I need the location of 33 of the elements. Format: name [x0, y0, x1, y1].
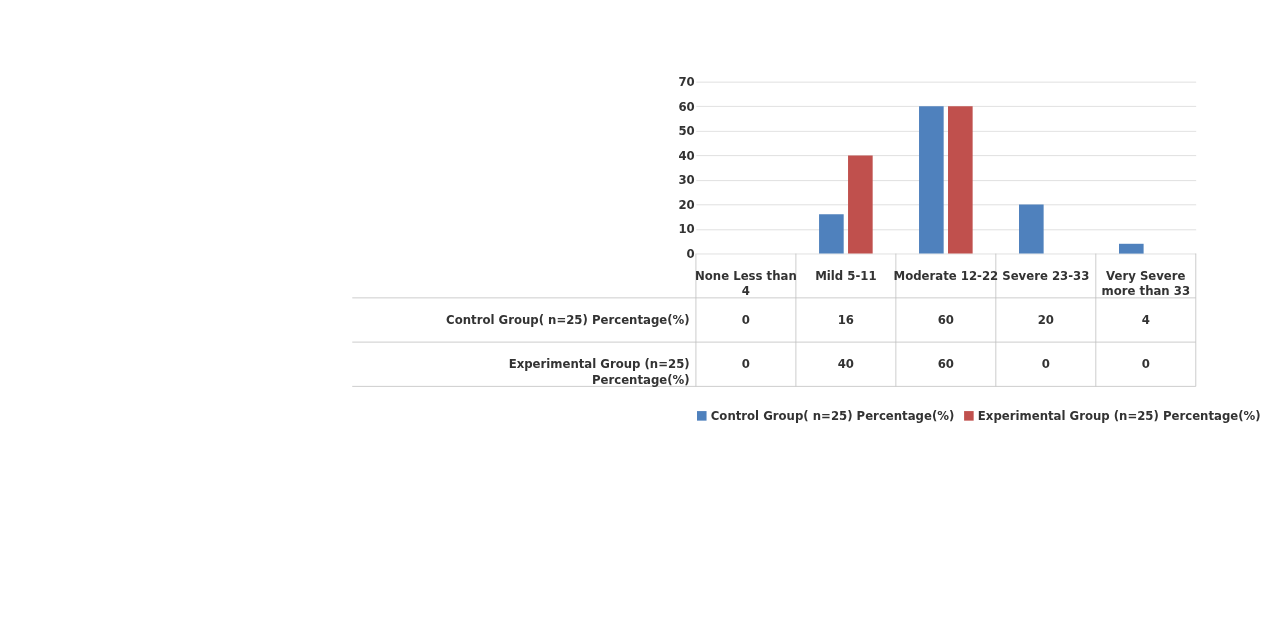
text: Experimental Group (n=25) Percentage(%)	[508, 357, 690, 387]
x-tick-label: Moderate 12-22	[893, 268, 999, 283]
y-tick-label: 40	[678, 148, 695, 163]
y-tick-label: 20	[678, 197, 695, 212]
x-tick-label: Severe 23-33	[1002, 268, 1090, 283]
y-tick-label: 60	[678, 99, 695, 114]
bar	[1118, 243, 1144, 254]
y-tick-label: 70	[678, 75, 695, 90]
x-tick-label: Mild 5-11	[815, 268, 877, 283]
legend-label: Experimental Group (n=25) Percentage(%)	[977, 408, 1261, 423]
bar	[919, 106, 944, 254]
data-label: 0	[741, 312, 750, 327]
data-label: 4	[1141, 312, 1150, 327]
bar	[819, 214, 844, 254]
y-tick-label: 0	[686, 246, 695, 261]
y-tick-label: 50	[678, 124, 695, 139]
data-label: 60	[937, 357, 954, 372]
legend-label: Control Group( n=25) Percentage(%)	[710, 408, 955, 423]
bar	[848, 155, 873, 254]
y-tick-label: 10	[678, 222, 695, 237]
data-label: 60	[937, 312, 954, 327]
data-label: 0	[1141, 357, 1150, 372]
data-label: 40	[837, 357, 855, 372]
text: Control Group( n=25) Percentage(%)	[446, 312, 690, 327]
x-tick-label: None Less than 4	[695, 268, 797, 299]
bar	[948, 106, 973, 254]
x-tick-label: Very Severe more than 33	[1101, 268, 1191, 299]
data-label: 16	[837, 312, 855, 327]
bar	[1019, 204, 1044, 254]
data-label: 0	[1041, 357, 1050, 372]
data-label: 20	[1037, 312, 1054, 327]
y-tick-label: 30	[678, 173, 695, 188]
data-label: 0	[741, 357, 750, 372]
